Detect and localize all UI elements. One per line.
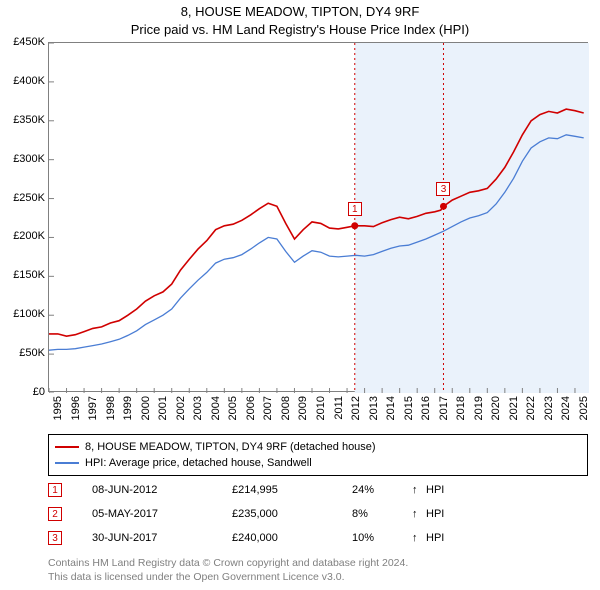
sale-ref: HPI <box>426 508 444 520</box>
sale-row: 2 05-MAY-2017£235,0008%↑HPI <box>48 502 588 526</box>
x-tick-label: 2018 <box>455 396 467 436</box>
y-tick-label: £50K <box>5 347 45 359</box>
sale-badge: 1 <box>48 483 62 497</box>
y-tick-label: £250K <box>5 192 45 204</box>
legend-row: HPI: Average price, detached house, Sand… <box>55 455 581 471</box>
footer: Contains HM Land Registry data © Crown c… <box>48 556 588 584</box>
plot-svg <box>49 43 589 393</box>
arrow-up-icon: ↑ <box>412 484 426 496</box>
sale-price: £214,995 <box>232 484 352 496</box>
y-tick-label: £150K <box>5 269 45 281</box>
x-tick-label: 1998 <box>105 396 117 436</box>
sale-badge: 3 <box>48 531 62 545</box>
sale-delta: 24% <box>352 484 412 496</box>
sale-delta: 10% <box>352 532 412 544</box>
chart-title-line2: Price paid vs. HM Land Registry's House … <box>0 22 600 37</box>
x-tick-label: 2017 <box>438 396 450 436</box>
chart-container: 8, HOUSE MEADOW, TIPTON, DY4 9RF Price p… <box>0 0 600 590</box>
y-tick-label: £300K <box>5 153 45 165</box>
x-tick-label: 2008 <box>280 396 292 436</box>
x-tick-label: 1999 <box>122 396 134 436</box>
arrow-up-icon: ↑ <box>412 532 426 544</box>
x-tick-label: 2020 <box>490 396 502 436</box>
sale-price: £240,000 <box>232 532 352 544</box>
sale-row: 3 30-JUN-2017£240,00010%↑HPI <box>48 526 588 550</box>
x-tick-label: 2016 <box>420 396 432 436</box>
x-tick-label: 2011 <box>333 396 345 436</box>
footer-line1: Contains HM Land Registry data © Crown c… <box>48 556 588 570</box>
x-tick-label: 2010 <box>315 396 327 436</box>
y-tick-label: £200K <box>5 230 45 242</box>
sale-date: 05-MAY-2017 <box>92 508 232 520</box>
y-tick-label: £400K <box>5 75 45 87</box>
y-tick-label: £450K <box>5 36 45 48</box>
x-tick-label: 2012 <box>350 396 362 436</box>
legend-label-0: 8, HOUSE MEADOW, TIPTON, DY4 9RF (detach… <box>85 441 376 453</box>
x-tick-label: 2005 <box>227 396 239 436</box>
x-tick-label: 2024 <box>560 396 572 436</box>
arrow-up-icon: ↑ <box>412 508 426 520</box>
x-tick-label: 1996 <box>70 396 82 436</box>
x-tick-label: 2022 <box>525 396 537 436</box>
x-tick-label: 2002 <box>175 396 187 436</box>
x-tick-label: 2000 <box>140 396 152 436</box>
x-tick-label: 2007 <box>262 396 274 436</box>
legend-swatch-0 <box>55 446 79 448</box>
sale-row: 1 08-JUN-2012£214,99524%↑HPI <box>48 478 588 502</box>
legend-swatch-1 <box>55 462 79 464</box>
x-tick-label: 2004 <box>210 396 222 436</box>
x-tick-label: 2025 <box>578 396 590 436</box>
plot-area: 13 <box>48 42 588 392</box>
x-tick-label: 1995 <box>52 396 64 436</box>
x-tick-label: 2001 <box>157 396 169 436</box>
sale-badge: 2 <box>48 507 62 521</box>
sale-price: £235,000 <box>232 508 352 520</box>
x-tick-label: 2019 <box>473 396 485 436</box>
chart-title-line1: 8, HOUSE MEADOW, TIPTON, DY4 9RF <box>0 4 600 19</box>
x-tick-label: 2014 <box>385 396 397 436</box>
x-tick-label: 2013 <box>368 396 380 436</box>
legend-label-1: HPI: Average price, detached house, Sand… <box>85 457 312 469</box>
x-tick-label: 1997 <box>87 396 99 436</box>
sale-ref: HPI <box>426 484 444 496</box>
y-tick-label: £350K <box>5 114 45 126</box>
sales-table: 108-JUN-2012£214,99524%↑HPI205-MAY-2017£… <box>48 478 588 550</box>
sale-delta: 8% <box>352 508 412 520</box>
y-tick-label: £0 <box>5 386 45 398</box>
x-tick-label: 2021 <box>508 396 520 436</box>
sale-date: 08-JUN-2012 <box>92 484 232 496</box>
x-tick-label: 2003 <box>192 396 204 436</box>
footer-line2: This data is licensed under the Open Gov… <box>48 570 588 584</box>
x-tick-label: 2015 <box>403 396 415 436</box>
sale-marker-badge: 1 <box>348 202 362 216</box>
sale-marker-badge: 3 <box>436 182 450 196</box>
y-tick-label: £100K <box>5 308 45 320</box>
sale-date: 30-JUN-2017 <box>92 532 232 544</box>
legend: 8, HOUSE MEADOW, TIPTON, DY4 9RF (detach… <box>48 434 588 476</box>
x-tick-label: 2009 <box>297 396 309 436</box>
sale-ref: HPI <box>426 532 444 544</box>
x-tick-label: 2006 <box>245 396 257 436</box>
legend-row: 8, HOUSE MEADOW, TIPTON, DY4 9RF (detach… <box>55 439 581 455</box>
x-tick-label: 2023 <box>543 396 555 436</box>
